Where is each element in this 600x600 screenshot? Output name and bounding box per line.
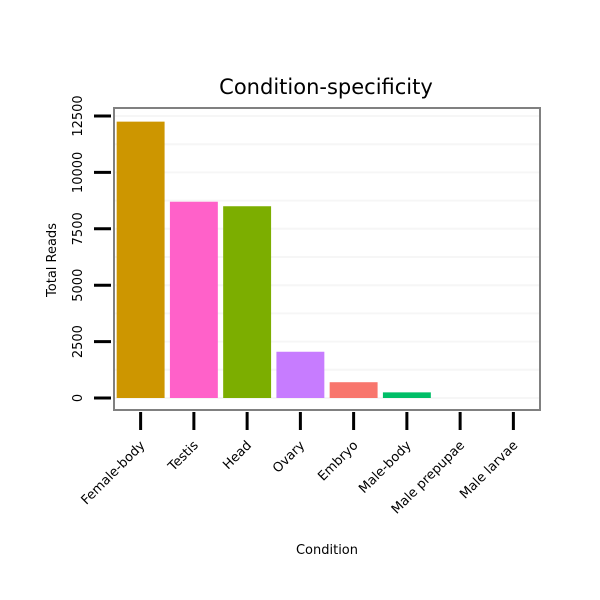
bar [329,382,378,398]
x-tick-label: Female-body [79,438,149,508]
x-tick-label: Male-body [356,438,415,497]
y-tick-label: 5000 [71,269,86,302]
plot-border [113,107,541,411]
x-axis: Female-body Testis Head Ovary EmbryoMale-bod… [79,412,521,517]
y-tick-label: 7500 [71,212,86,245]
bar [116,121,165,398]
bar [276,351,325,398]
bar [223,206,272,398]
x-tick-label: Testis [165,438,202,475]
y-axis-title: Total Reads [45,223,60,298]
y-tick-label: 0 [71,394,86,402]
bar [169,201,218,398]
y-axis: 0 2500 5000 7500 10000 12500 [71,95,111,402]
bars [116,121,431,398]
x-tick-label: Head [220,438,255,473]
x-axis-title: Condition [296,543,358,558]
chart-title: Condition-specificity [219,75,433,99]
x-tick-label: Ovary [270,438,308,476]
y-tick-label: 2500 [71,325,86,358]
y-tick-label: 12500 [71,95,86,136]
x-tick-label: Embryo [315,438,361,484]
y-tick-label: 10000 [71,152,86,193]
bar [382,392,431,398]
